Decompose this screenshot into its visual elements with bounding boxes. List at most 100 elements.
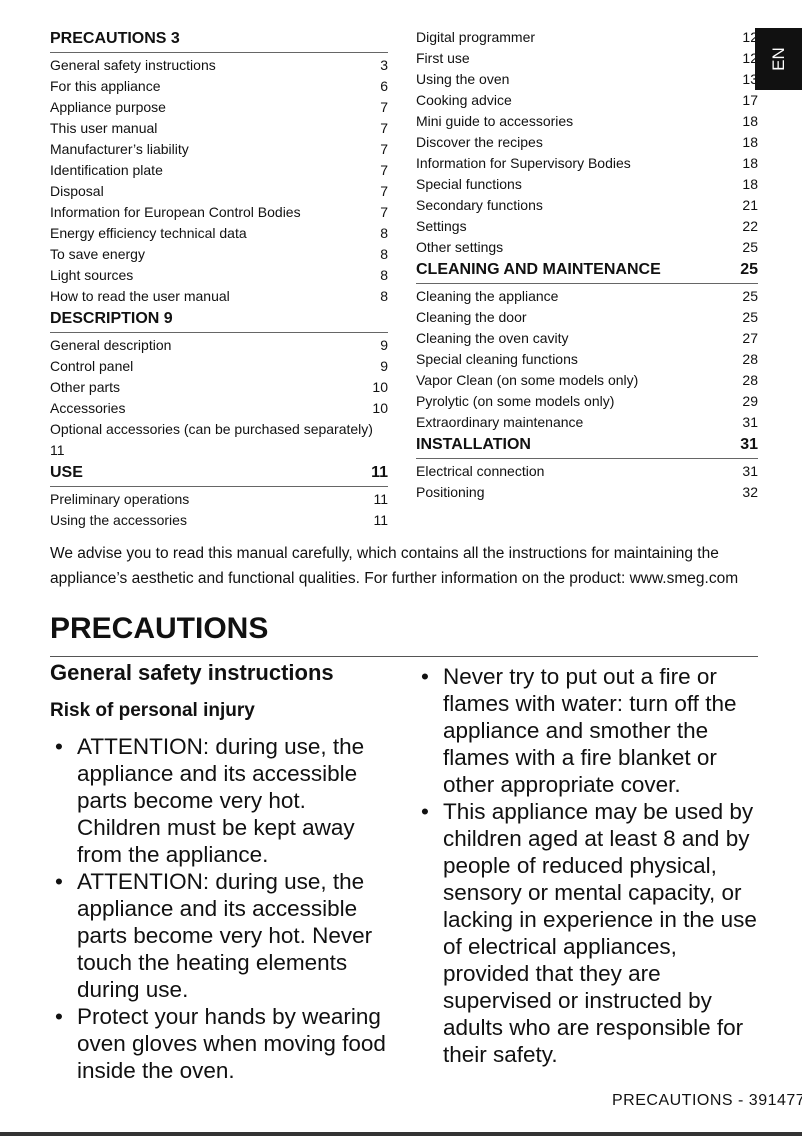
toc-entry-label: Discover the recipes <box>416 134 543 150</box>
toc-entry-page: 22 <box>742 218 758 234</box>
toc-entry[interactable]: First use 12 <box>416 48 758 69</box>
toc-entry[interactable]: Identification plate 7 <box>50 160 388 181</box>
toc-entry-page: 17 <box>742 92 758 108</box>
bullet-item: This appliance may be used by children a… <box>416 798 758 1068</box>
bullet-list-left: ATTENTION: during use, the appliance and… <box>50 733 388 1084</box>
toc-entry-page: 13 <box>742 71 758 87</box>
toc-entry-label: First use <box>416 50 470 66</box>
toc-entry-page: 8 <box>380 267 388 283</box>
toc-entry[interactable]: Extraordinary maintenance 31 <box>416 412 758 433</box>
toc-entry[interactable]: This user manual 7 <box>50 118 388 139</box>
toc-entry-label: Vapor Clean (on some models only) <box>416 372 639 388</box>
toc-entry-label: Optional accessories (can be purchased s… <box>50 421 373 437</box>
toc-section-title: DESCRIPTION 9 <box>50 310 173 327</box>
toc-entry[interactable]: Manufacturer’s liability 7 <box>50 139 388 160</box>
toc-entry[interactable]: To save energy 8 <box>50 244 388 265</box>
toc-entry[interactable]: Energy efficiency technical data 8 <box>50 223 388 244</box>
toc-entry-page: 25 <box>742 239 758 255</box>
toc-entry[interactable]: Mini guide to accessories 18 <box>416 111 758 132</box>
toc-entry[interactable]: Other parts 10 <box>50 377 388 398</box>
toc-entry-label: Secondary functions <box>416 197 543 213</box>
toc-entry-page: 10 <box>372 400 388 416</box>
bullet-list-right: Never try to put out a fire or flames wi… <box>416 663 758 1068</box>
toc-entry-page: 3 <box>380 57 388 73</box>
toc-section-page: 11 <box>371 464 388 481</box>
toc-entry[interactable]: Disposal 7 <box>50 181 388 202</box>
toc-entry-label: Settings <box>416 218 467 234</box>
toc-entry-label: Control panel <box>50 358 134 374</box>
toc-entry-page: 7 <box>380 99 388 115</box>
toc-entry-label: For this appliance <box>50 78 161 94</box>
toc-entry[interactable]: For this appliance 6 <box>50 76 388 97</box>
language-tab: EN <box>755 28 802 90</box>
intro-paragraph: We advise you to read this manual carefu… <box>50 545 739 587</box>
page-footer: PRECAUTIONS - 391477 <box>612 1092 802 1109</box>
toc-entry-page: 31 <box>742 463 758 479</box>
toc-entry-label: How to read the user manual <box>50 288 230 304</box>
toc-entry[interactable]: Special cleaning functions 28 <box>416 349 758 370</box>
toc-entry[interactable]: Optional accessories (can be purchased s… <box>50 419 388 461</box>
toc-entry[interactable]: Cleaning the door 25 <box>416 307 758 328</box>
toc-entry-page: 25 <box>742 309 758 325</box>
toc-entry[interactable]: Electrical connection 31 <box>416 461 758 482</box>
toc-entry[interactable]: General description 9 <box>50 335 388 356</box>
toc-entry[interactable]: How to read the user manual 8 <box>50 286 388 307</box>
toc-entry[interactable]: Appliance purpose 7 <box>50 97 388 118</box>
toc-entry-label: Digital programmer <box>416 29 536 45</box>
toc-entry-page: 8 <box>380 225 388 241</box>
subheading: Risk of personal injury <box>50 700 255 721</box>
toc-entry[interactable]: Discover the recipes 18 <box>416 132 758 153</box>
toc-section-heading: DESCRIPTION 9 <box>50 307 388 333</box>
toc-entry-page: 7 <box>380 141 388 157</box>
toc-entry-page: 7 <box>380 204 388 220</box>
toc-entry[interactable]: Cooking advice 17 <box>416 90 758 111</box>
toc-entry-page: 12 <box>742 29 758 45</box>
language-label: EN <box>768 47 788 71</box>
toc-entry[interactable]: Pyrolytic (on some models only) 29 <box>416 391 758 412</box>
section-title: PRECAUTIONS <box>50 612 269 645</box>
toc-entry[interactable]: Using the oven 13 <box>416 69 758 90</box>
toc-entry[interactable]: Settings 22 <box>416 216 758 237</box>
toc-entry-page: 8 <box>380 288 388 304</box>
toc-entry[interactable]: Light sources 8 <box>50 265 388 286</box>
toc-entry-page: 7 <box>380 120 388 136</box>
toc-entry[interactable]: Control panel 9 <box>50 356 388 377</box>
toc-entry-label: Extraordinary maintenance <box>416 414 584 430</box>
toc-entry[interactable]: Information for Supervisory Bodies 18 <box>416 153 758 174</box>
toc-entry[interactable]: Preliminary operations 11 <box>50 489 388 510</box>
toc-entry-page: 11 <box>373 512 388 528</box>
toc-entry-page: 9 <box>380 337 388 353</box>
toc-entry-label: Other settings <box>416 239 504 255</box>
toc-entry-page: 12 <box>742 50 758 66</box>
toc-section-heading: PRECAUTIONS 3 <box>50 27 388 53</box>
toc-section-title: PRECAUTIONS 3 <box>50 30 180 47</box>
toc-entry[interactable]: Cleaning the oven cavity 27 <box>416 328 758 349</box>
toc-entry[interactable]: Information for European Control Bodies 7 <box>50 202 388 223</box>
toc-entry[interactable]: Special functions 18 <box>416 174 758 195</box>
toc-entry-page: 7 <box>380 162 388 178</box>
toc-entry-label: Special cleaning functions <box>416 351 578 367</box>
toc-left-column: PRECAUTIONS 3 General safety instructions… <box>50 27 388 531</box>
toc-entry-page: 11 <box>373 491 388 507</box>
toc-section-page: 31 <box>740 436 758 453</box>
toc-entry[interactable]: Digital programmer 12 <box>416 27 758 48</box>
toc-entry-page: 25 <box>742 288 758 304</box>
toc-section-heading: USE 11 <box>50 461 388 487</box>
toc-entry[interactable]: Other settings 25 <box>416 237 758 258</box>
toc-section-title: USE <box>50 464 83 481</box>
toc-entry-label: Cleaning the appliance <box>416 288 559 304</box>
toc-entry-label: Identification plate <box>50 162 163 178</box>
toc-entry[interactable]: Secondary functions 21 <box>416 195 758 216</box>
toc-entry[interactable]: General safety instructions 3 <box>50 55 388 76</box>
toc-entry[interactable]: Accessories 10 <box>50 398 388 419</box>
toc-entry-label: General description <box>50 337 172 353</box>
toc-entry-page: 11 <box>50 442 65 458</box>
bullet-item: Protect your hands by wearing oven glove… <box>50 1003 388 1084</box>
toc-entry[interactable]: Using the accessories 11 <box>50 510 388 531</box>
toc-entry-page: 6 <box>380 78 388 94</box>
toc-entry[interactable]: Positioning 32 <box>416 482 758 503</box>
toc-entry[interactable]: Vapor Clean (on some models only) 28 <box>416 370 758 391</box>
toc-entry-label: To save energy <box>50 246 145 262</box>
toc-entry[interactable]: Cleaning the appliance 25 <box>416 286 758 307</box>
toc-entry-page: 29 <box>742 393 758 409</box>
